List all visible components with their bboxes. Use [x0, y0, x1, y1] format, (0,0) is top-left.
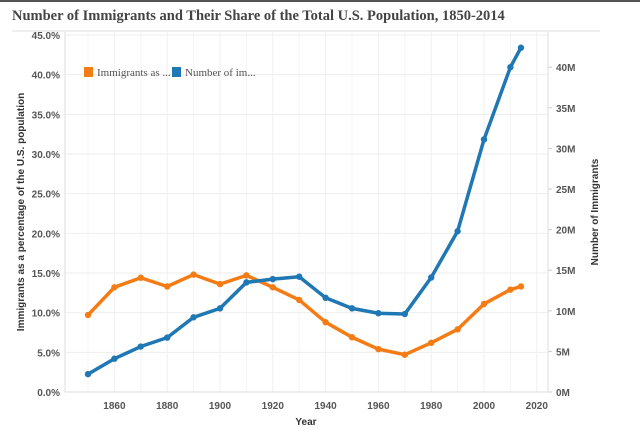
y-right-tick-label: 15M	[556, 266, 575, 277]
data-point	[454, 326, 461, 333]
data-point	[190, 271, 197, 278]
y-left-tick-label: 30.0%	[32, 150, 60, 161]
data-point	[84, 311, 92, 319]
y-left-tick-label: 25.0%	[32, 190, 60, 201]
x-tick-label: 1940	[314, 401, 337, 412]
data-point	[480, 300, 488, 308]
x-axis-title: Year	[295, 417, 316, 428]
data-point	[428, 274, 435, 281]
y-left-tick-label: 5.0%	[37, 348, 60, 359]
y-left-tick-label: 40.0%	[32, 71, 60, 82]
series-line-1	[87, 46, 523, 376]
legend-label: Immigrants as ...	[97, 67, 171, 79]
y-right-tick-label: 30M	[556, 144, 575, 155]
data-point	[243, 272, 250, 279]
y-right-tick-label: 35M	[556, 104, 575, 115]
y-left-tick-label: 10.0%	[32, 309, 60, 320]
legend-swatch	[172, 67, 181, 77]
data-point	[137, 274, 144, 281]
data-point	[401, 310, 408, 318]
data-point	[454, 228, 461, 235]
data-point	[348, 334, 356, 341]
legend-label: Number of im...	[185, 67, 256, 79]
data-point	[164, 283, 171, 290]
data-point	[507, 63, 514, 71]
y-left-tick-label: 20.0%	[32, 229, 60, 240]
data-point	[216, 305, 224, 312]
x-tick-label: 1980	[420, 401, 443, 412]
data-point	[322, 294, 329, 302]
x-tick-label: 1920	[262, 401, 285, 412]
y-left-tick-label: 35.0%	[32, 110, 60, 121]
data-point	[296, 296, 303, 304]
x-tick-label: 1880	[156, 401, 179, 412]
x-tick-label: 1960	[367, 401, 390, 412]
legend-swatch	[84, 67, 93, 77]
data-point	[269, 275, 276, 283]
data-point	[243, 279, 250, 286]
data-point	[216, 280, 224, 288]
data-point	[137, 343, 144, 350]
y-left-tick-label: 45.0%	[32, 31, 60, 42]
data-point	[507, 286, 514, 293]
x-tick-label: 2000	[473, 401, 496, 412]
y-right-tick-label: 20M	[556, 226, 575, 237]
x-tick-label: 2020	[526, 401, 549, 412]
data-point	[401, 351, 408, 358]
data-point	[375, 310, 382, 317]
data-point	[322, 318, 329, 326]
data-point	[375, 345, 382, 353]
data-point	[84, 370, 92, 378]
data-point	[190, 314, 197, 321]
data-point	[480, 136, 488, 143]
y-right-tick-label: 40M	[556, 63, 575, 74]
data-point	[111, 355, 118, 362]
data-point	[269, 284, 276, 291]
data-point	[111, 284, 118, 291]
chart-title: Number of Immigrants and Their Share of …	[12, 8, 505, 24]
data-point	[517, 44, 525, 51]
data-point	[517, 283, 525, 290]
data-point	[164, 334, 171, 341]
y-right-axis-title: Number of Immigrants	[590, 158, 601, 265]
y-left-tick-label: 0.0%	[37, 388, 60, 399]
data-point	[428, 339, 435, 347]
y-right-tick-label: 0M	[556, 388, 570, 399]
data-point	[348, 305, 356, 312]
y-right-tick-label: 5M	[556, 347, 570, 358]
y-right-tick-label: 25M	[556, 185, 575, 196]
data-point	[296, 273, 303, 280]
y-right-tick-label: 10M	[556, 307, 575, 318]
top-border	[0, 0, 640, 2]
y-left-tick-label: 15.0%	[32, 269, 60, 280]
y-left-axis-title: Immigrants as a percentage of the U.S. p…	[16, 93, 27, 331]
x-tick-label: 1860	[103, 401, 126, 412]
series-line-0	[86, 272, 522, 357]
x-tick-label: 1900	[209, 401, 232, 412]
